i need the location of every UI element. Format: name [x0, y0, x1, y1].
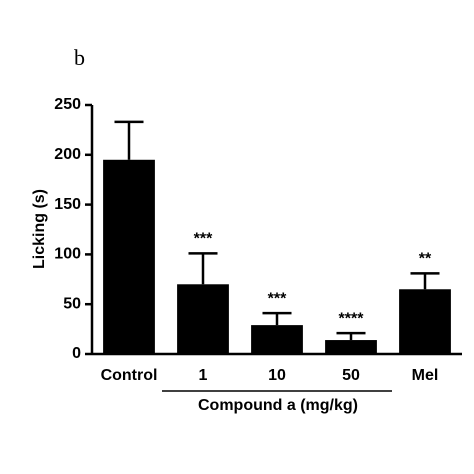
y-axis-label: Licking (s) — [31, 189, 48, 269]
bar — [325, 340, 377, 354]
x-tick-label: Control — [101, 367, 158, 384]
bar — [177, 284, 229, 354]
bar — [251, 325, 303, 354]
x-tick-label: 10 — [268, 367, 286, 384]
significance-label: ** — [419, 251, 432, 268]
bar — [103, 159, 155, 354]
y-tick-label: 250 — [54, 96, 81, 113]
y-tick-label: 200 — [54, 146, 81, 163]
significance-label: *** — [268, 290, 287, 307]
y-tick-label: 50 — [63, 295, 81, 312]
significance-label: **** — [339, 310, 365, 327]
panel-label: b — [74, 45, 85, 70]
y-tick-label: 100 — [54, 246, 81, 263]
x-tick-label: 1 — [199, 367, 208, 384]
x-axis-label: Compound a (mg/kg) — [198, 397, 358, 414]
x-tick-label: 50 — [342, 367, 360, 384]
x-tick-label: Mel — [412, 367, 439, 384]
bar — [399, 289, 451, 354]
significance-label: *** — [194, 231, 213, 248]
y-tick-label: 0 — [72, 345, 81, 362]
y-tick-label: 150 — [54, 196, 81, 213]
